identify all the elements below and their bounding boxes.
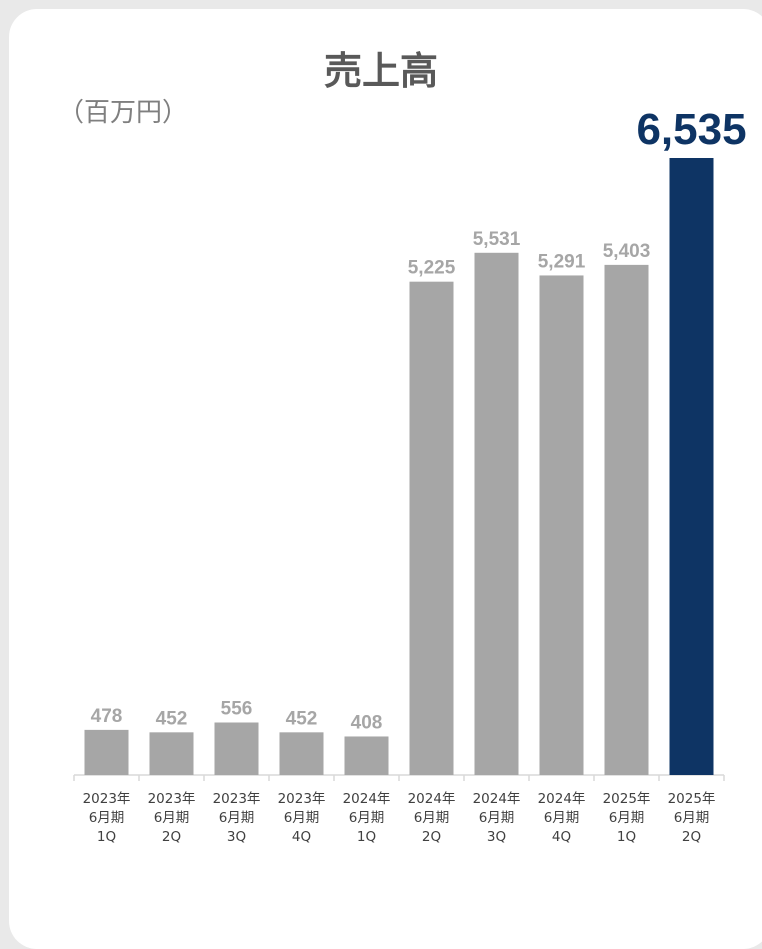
unit-label: （百万円） (58, 98, 189, 128)
bar (409, 281, 454, 775)
x-tick-label: 2Q (162, 829, 181, 845)
data-label: 6,535 (636, 105, 746, 154)
x-tick-label: 2025年 (668, 791, 716, 807)
data-label: 5,291 (538, 251, 586, 272)
x-tick-label: 6月期 (89, 810, 125, 826)
bar (539, 275, 584, 775)
x-tick-label: 1Q (617, 829, 636, 845)
data-label: 452 (156, 708, 188, 729)
data-label: 5,225 (408, 258, 456, 279)
bar (279, 732, 324, 775)
x-tick-label: 6月期 (219, 810, 255, 826)
x-tick-label: 6月期 (479, 810, 515, 826)
bar (344, 736, 389, 775)
data-label: 408 (351, 712, 383, 733)
data-label: 452 (286, 708, 318, 729)
bar (214, 722, 259, 775)
bar (84, 729, 129, 775)
x-tick-label: 4Q (552, 829, 571, 845)
x-tick-label: 2023年 (83, 791, 131, 807)
x-tick-label: 2023年 (213, 791, 261, 807)
x-tick-label: 2Q (682, 829, 701, 845)
bar (149, 732, 194, 775)
bar (474, 252, 519, 775)
x-tick-label: 6月期 (609, 810, 645, 826)
x-tick-label: 1Q (97, 829, 116, 845)
x-tick-label: 2024年 (473, 791, 521, 807)
x-tick-label: 3Q (227, 829, 246, 845)
x-tick-label: 6月期 (544, 810, 580, 826)
x-tick-label: 2024年 (343, 791, 391, 807)
x-tick-label: 6月期 (284, 810, 320, 826)
x-tick-label: 2024年 (408, 791, 456, 807)
data-label: 478 (91, 706, 123, 727)
bar-chart: 478 2023年 6月期 1Q 452 2023年 6月期 2Q 556 2023年 6月期 3Q 4… (73, 105, 747, 845)
data-label: 5,403 (603, 241, 651, 262)
x-tick-label: 2024年 (538, 791, 586, 807)
data-label: 556 (221, 699, 253, 720)
bar (604, 264, 649, 775)
x-tick-label: 2025年 (603, 791, 651, 807)
x-tick-label: 3Q (487, 829, 506, 845)
x-tick-label: 4Q (292, 829, 311, 845)
x-tick-label: 2Q (422, 829, 441, 845)
x-tick-label: 6月期 (154, 810, 190, 826)
chart-title: 売上高 (323, 49, 438, 93)
x-tick-label: 2023年 (148, 791, 196, 807)
x-tick-label: 1Q (357, 829, 376, 845)
data-label: 5,531 (473, 229, 521, 250)
bar (669, 158, 714, 775)
x-tick-label: 2023年 (278, 791, 326, 807)
x-tick-label: 6月期 (414, 810, 450, 826)
x-tick-label: 6月期 (674, 810, 710, 826)
x-tick-label: 6月期 (349, 810, 385, 826)
